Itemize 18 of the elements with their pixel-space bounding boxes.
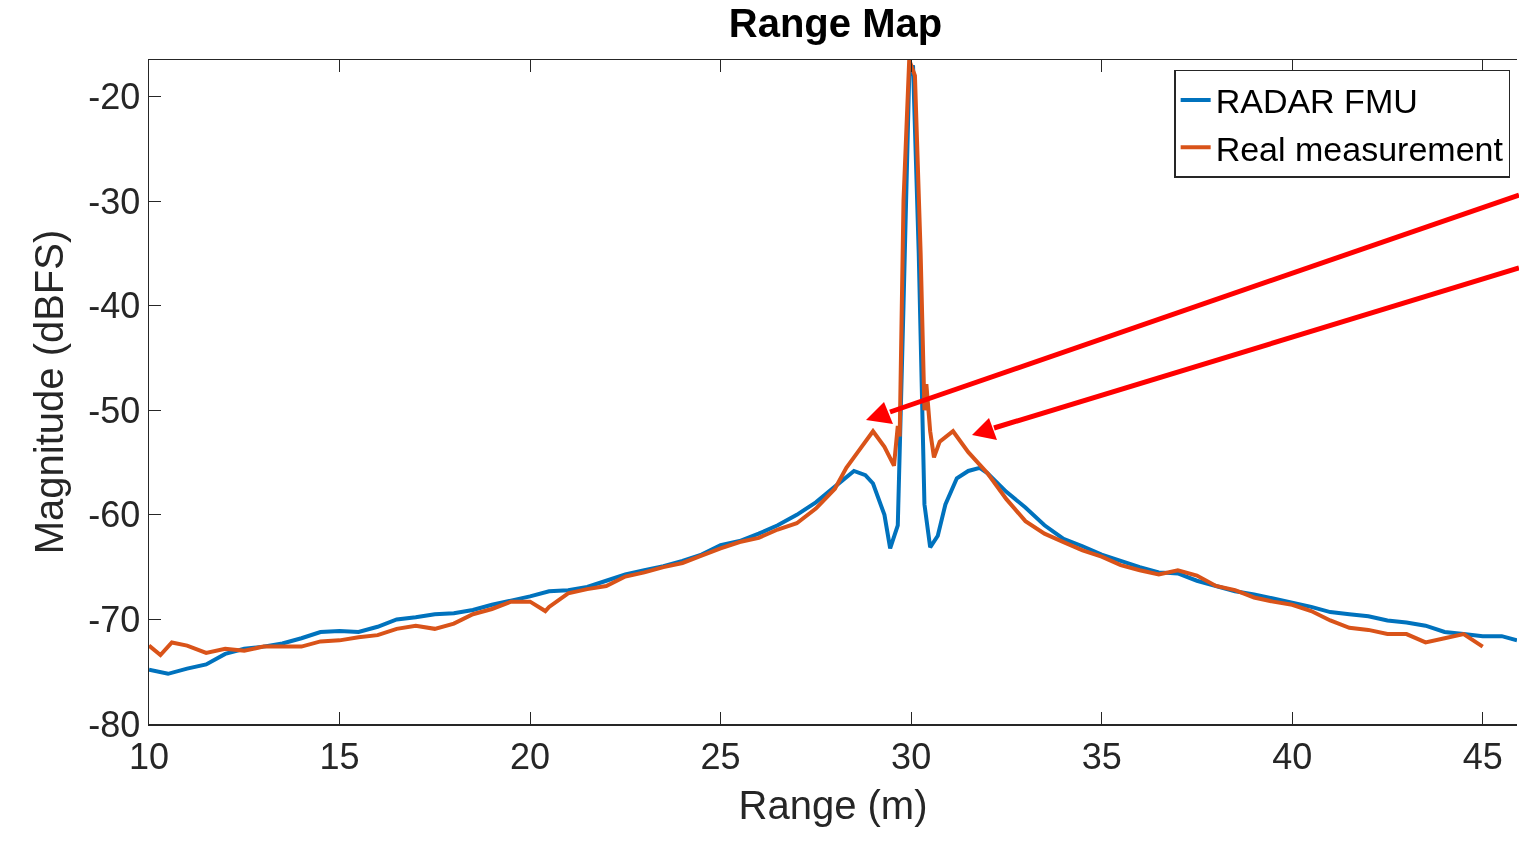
x-tick-label: 15 bbox=[319, 735, 360, 777]
x-tick-label: 25 bbox=[700, 735, 741, 777]
x-tick-label: 20 bbox=[510, 735, 551, 777]
chart-title: Range Map bbox=[728, 0, 943, 45]
y-tick-label: -50 bbox=[88, 389, 141, 431]
y-tick-label: -40 bbox=[88, 285, 141, 327]
legend-label: Real measurement bbox=[1215, 129, 1504, 168]
x-tick-label: 45 bbox=[1462, 735, 1503, 777]
x-tick-label: 35 bbox=[1081, 735, 1122, 777]
y-tick-label: -60 bbox=[88, 494, 141, 536]
y-axis-title: Magnitude (dBFS) bbox=[27, 229, 72, 555]
x-tick-label: 40 bbox=[1272, 735, 1313, 777]
y-tick-label: -20 bbox=[88, 76, 141, 118]
y-tick-label: -30 bbox=[88, 180, 141, 222]
legend-label: RADAR FMU bbox=[1215, 82, 1418, 121]
y-tick-label: -70 bbox=[88, 599, 141, 641]
x-axis-title: Range (m) bbox=[738, 782, 928, 827]
x-tick-label: 30 bbox=[891, 735, 932, 777]
